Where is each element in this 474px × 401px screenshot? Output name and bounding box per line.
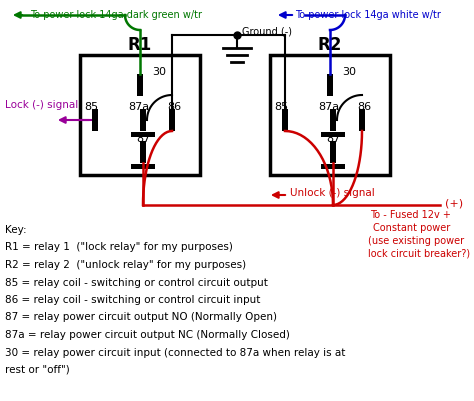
Bar: [140, 141, 146, 163]
Text: 86 = relay coil - switching or control circuit input: 86 = relay coil - switching or control c…: [5, 295, 260, 305]
Bar: [330, 141, 336, 163]
Text: 30: 30: [152, 67, 166, 77]
Text: 30: 30: [342, 67, 356, 77]
Text: R2 = relay 2  ("unlock relay" for my purposes): R2 = relay 2 ("unlock relay" for my purp…: [5, 260, 246, 270]
Text: 87a = relay power circuit output NC (Normally Closed): 87a = relay power circuit output NC (Nor…: [5, 330, 290, 340]
Text: R2: R2: [318, 36, 342, 54]
Bar: [131, 132, 155, 136]
Bar: [169, 109, 175, 131]
Text: 87 = relay power circuit output NO (Normally Open): 87 = relay power circuit output NO (Norm…: [5, 312, 277, 322]
Bar: [131, 164, 155, 168]
Text: Constant power: Constant power: [373, 223, 450, 233]
Bar: [92, 109, 98, 131]
Bar: [282, 109, 288, 131]
Text: 85 = relay coil - switching or control circuit output: 85 = relay coil - switching or control c…: [5, 277, 268, 288]
Text: R1 = relay 1  ("lock relay" for my purposes): R1 = relay 1 ("lock relay" for my purpos…: [5, 243, 233, 253]
Text: To power lock 14ga white w/tr: To power lock 14ga white w/tr: [295, 10, 441, 20]
Bar: [321, 132, 345, 136]
Text: 86: 86: [357, 102, 371, 112]
Bar: [140, 109, 146, 131]
Bar: [270, 55, 390, 175]
Text: 30 = relay power circuit input (connected to 87a when relay is at: 30 = relay power circuit input (connecte…: [5, 348, 346, 358]
Bar: [321, 164, 345, 168]
Text: Key:: Key:: [5, 225, 27, 235]
Text: (use existing power: (use existing power: [368, 236, 464, 246]
Text: 85: 85: [84, 102, 98, 112]
Text: 87a: 87a: [319, 102, 339, 112]
Text: rest or "off"): rest or "off"): [5, 365, 70, 375]
Text: 85: 85: [274, 102, 288, 112]
Text: To - Fused 12v +: To - Fused 12v +: [370, 210, 451, 220]
Text: R1: R1: [128, 36, 152, 54]
Text: 87: 87: [326, 134, 340, 144]
Bar: [327, 74, 333, 96]
Text: lock circuit breaker?): lock circuit breaker?): [368, 249, 470, 259]
Text: 87a: 87a: [128, 102, 150, 112]
Bar: [80, 55, 200, 175]
Text: 87: 87: [136, 134, 150, 144]
Bar: [359, 109, 365, 131]
Text: To power lock 14ga dark green w/tr: To power lock 14ga dark green w/tr: [30, 10, 202, 20]
Text: Unlock (-) signal: Unlock (-) signal: [290, 188, 375, 198]
Text: (+): (+): [445, 198, 463, 208]
Text: 86: 86: [167, 102, 181, 112]
Bar: [330, 109, 336, 131]
Text: Ground (-): Ground (-): [242, 27, 292, 37]
Bar: [137, 74, 143, 96]
Text: Lock (-) signal: Lock (-) signal: [5, 100, 78, 110]
